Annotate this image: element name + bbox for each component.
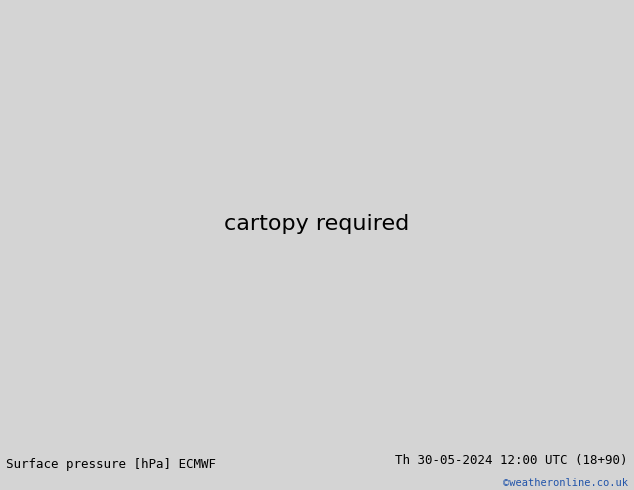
Text: Th 30-05-2024 12:00 UTC (18+90): Th 30-05-2024 12:00 UTC (18+90) [395,454,628,467]
Text: ©weatheronline.co.uk: ©weatheronline.co.uk [503,477,628,488]
Text: Surface pressure [hPa] ECMWF: Surface pressure [hPa] ECMWF [6,458,216,471]
Text: cartopy required: cartopy required [224,214,410,234]
